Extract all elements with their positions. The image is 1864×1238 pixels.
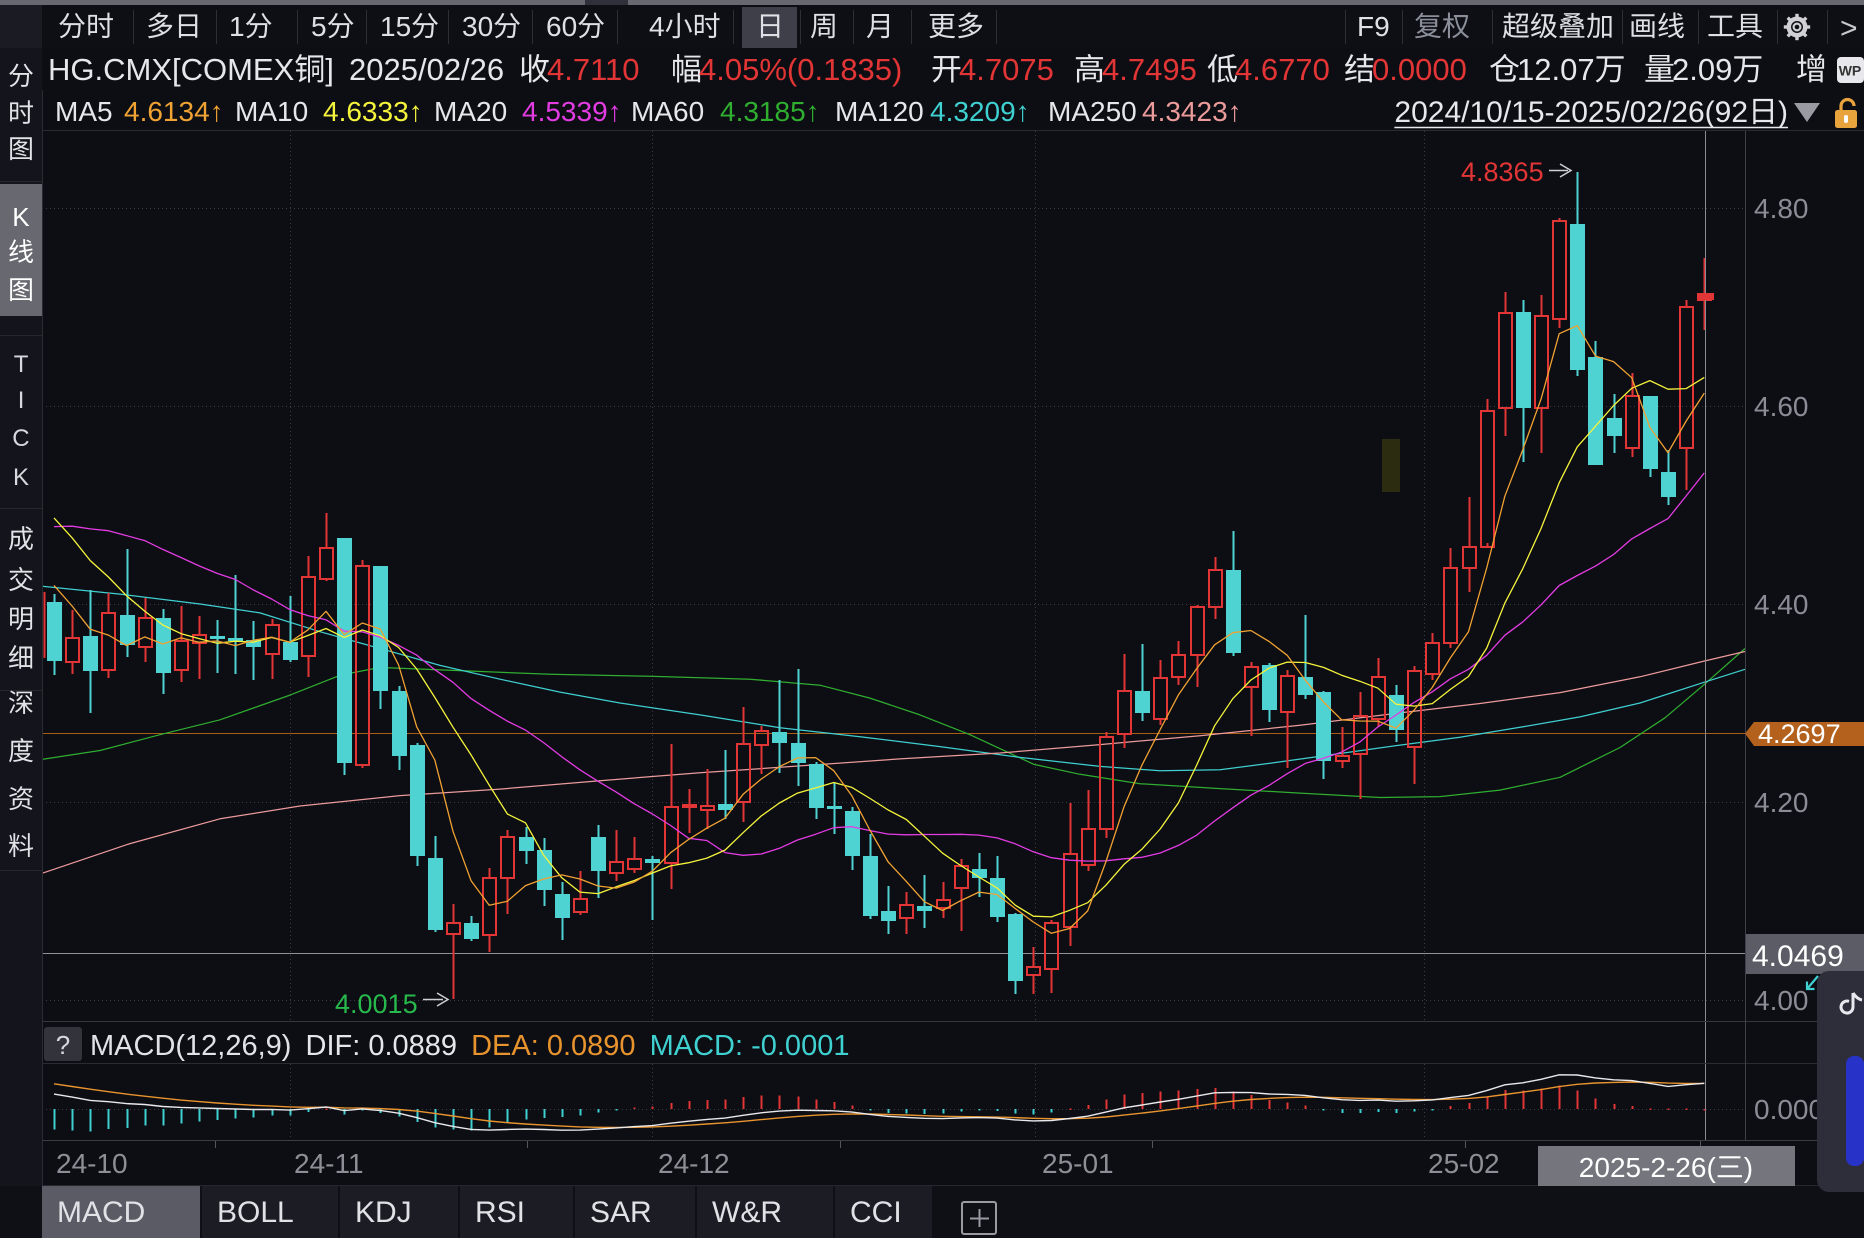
svg-text:MA10: MA10 [235,96,308,127]
svg-text:W&R: W&R [712,1196,782,1229]
svg-text:DIF: 0.0889: DIF: 0.0889 [306,1030,458,1062]
svg-text:4.60: 4.60 [1754,391,1809,422]
svg-text:MA20: MA20 [434,96,507,127]
svg-text:4.3423↑: 4.3423↑ [1142,96,1242,127]
svg-text:WP: WP [1839,63,1862,79]
svg-text:4.40: 4.40 [1754,589,1809,620]
svg-text:4.7495: 4.7495 [1102,52,1197,87]
svg-text:4.6333↑: 4.6333↑ [323,96,423,127]
svg-text:4.6770: 4.6770 [1235,52,1330,87]
svg-text:MACD: MACD [57,1196,145,1229]
svg-text:4.3209↑: 4.3209↑ [930,96,1030,127]
svg-text:2025-2-26(: 2025-2-26( [1579,1152,1717,1183]
svg-text:C: C [12,425,29,452]
svg-text:4.2697: 4.2697 [1758,719,1841,749]
svg-text:4.7075: 4.7075 [959,52,1054,87]
svg-text:2.09: 2.09 [1672,52,1732,87]
svg-text:I: I [18,387,25,414]
svg-text:4.3185↑: 4.3185↑ [720,96,820,127]
svg-text:4.0015: 4.0015 [335,989,418,1019]
svg-text:25-01: 25-01 [1042,1148,1114,1179]
svg-text:MACD: -0.0001: MACD: -0.0001 [650,1030,850,1062]
svg-text:T: T [14,351,29,378]
svg-text:5: 5 [311,11,327,42]
svg-text:?: ? [56,1030,70,1060]
svg-text:MA60: MA60 [631,96,704,127]
svg-text:HG.CMX[COMEX: HG.CMX[COMEX [48,52,295,87]
svg-text:4: 4 [649,11,665,42]
svg-text:BOLL: BOLL [217,1196,294,1229]
svg-text:25-02: 25-02 [1428,1148,1500,1179]
svg-text:K: K [12,202,30,232]
svg-text:4.5339↑: 4.5339↑ [522,96,622,127]
svg-text:60: 60 [546,11,577,42]
svg-text:4.05%(0.1835): 4.05%(0.1835) [699,52,902,87]
svg-text:24-11: 24-11 [294,1148,364,1179]
svg-text:>: > [1840,12,1858,45]
svg-text:4.00: 4.00 [1754,985,1809,1016]
svg-text:2025/02/26: 2025/02/26 [349,52,504,87]
svg-text:SAR: SAR [590,1196,652,1229]
svg-text:4.8365: 4.8365 [1461,157,1544,187]
svg-text:4.6134↑: 4.6134↑ [124,96,224,127]
svg-text:): ) [1744,1152,1753,1183]
svg-text:K: K [13,464,29,491]
svg-text:0.000: 0.000 [1754,1094,1824,1125]
svg-text:MA5: MA5 [55,96,113,127]
svg-text:F9: F9 [1357,11,1390,42]
svg-text:1: 1 [229,11,245,42]
svg-text:15: 15 [380,11,411,42]
svg-text:MA250: MA250 [1048,96,1137,127]
svg-text:4.0469: 4.0469 [1752,940,1844,973]
svg-text:0.0000: 0.0000 [1372,52,1467,87]
svg-text:CCI: CCI [850,1196,902,1229]
svg-text:24-12: 24-12 [658,1148,730,1179]
svg-text:2024/10/15-2025/02/26(92: 2024/10/15-2025/02/26(92 [1394,96,1748,129]
svg-text:30: 30 [462,11,493,42]
svg-text:DEA: 0.0890: DEA: 0.0890 [471,1030,635,1062]
svg-text:MACD(12,26,9): MACD(12,26,9) [90,1030,291,1062]
svg-text:24-10: 24-10 [56,1148,128,1179]
svg-text:12.07: 12.07 [1517,52,1595,87]
svg-text:RSI: RSI [475,1196,525,1229]
svg-text:4.80: 4.80 [1754,193,1809,224]
svg-text:4.20: 4.20 [1754,787,1809,818]
svg-text:4.7110: 4.7110 [547,52,640,87]
svg-text:): ) [1778,96,1788,129]
svg-text:KDJ: KDJ [355,1196,412,1229]
svg-text:]: ] [325,52,334,87]
svg-text:MA120: MA120 [835,96,924,127]
